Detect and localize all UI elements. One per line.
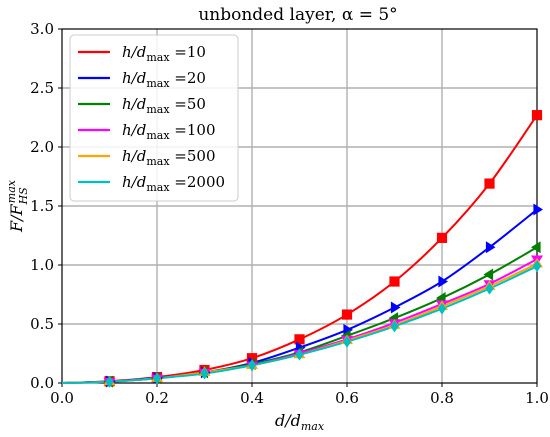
legend-entry: h/dmax =2000 <box>122 173 225 194</box>
data-point-50 <box>483 268 494 281</box>
y-tick-label: 0.5 <box>30 315 54 333</box>
data-point-2000 <box>390 320 399 333</box>
series-markers <box>103 110 543 388</box>
grid <box>62 29 537 383</box>
chart-title: unbonded layer, α = 5° <box>198 5 397 25</box>
data-point-20 <box>390 301 401 314</box>
data-point-2000 <box>152 372 162 385</box>
y-tick-label: 3.0 <box>30 20 54 38</box>
x-axis-label: d/dmax <box>275 411 325 433</box>
axes: 0.0 0.2 0.4 0.6 0.8 1.0 0.0 0.5 1.0 1.5 2.0 2.5 3.0 <box>30 20 549 407</box>
data-point-20 <box>438 275 448 288</box>
data-point-2000 <box>342 335 352 348</box>
x-tick-label: 0.2 <box>145 389 169 407</box>
data-point-20 <box>485 241 496 254</box>
data-point-2000 <box>295 348 304 361</box>
data-point-10 <box>341 309 353 320</box>
data-point-2000 <box>437 302 447 315</box>
data-point-10 <box>531 110 543 121</box>
series-line-100 <box>61 258 538 384</box>
x-tick-label: 0.8 <box>430 389 454 407</box>
data-point-2000 <box>200 367 209 380</box>
data-point-10 <box>389 276 400 287</box>
data-point-20 <box>533 203 543 216</box>
legend-entry: h/dmax =20 <box>122 69 206 90</box>
x-tick-label: 1.0 <box>525 389 549 407</box>
data-point-10 <box>294 334 305 345</box>
y-tick-label: 2.0 <box>30 138 54 156</box>
series-line-50 <box>61 246 538 384</box>
data-point-10 <box>484 178 495 189</box>
data-point-10 <box>436 232 448 243</box>
y-axis-label: F/FHSmax <box>5 179 30 233</box>
x-tick-label: 0.4 <box>240 389 264 407</box>
legend-entry: h/dmax =50 <box>122 95 206 116</box>
y-tick-label: 1.0 <box>30 256 54 274</box>
data-point-10 <box>246 353 258 364</box>
data-point-2000 <box>532 260 542 273</box>
legend-entry: h/dmax =10 <box>122 43 206 64</box>
y-tick-label: 1.5 <box>30 197 54 215</box>
y-tick-label: 0.0 <box>30 374 54 392</box>
y-tick-label: 2.5 <box>30 79 54 97</box>
legend-box <box>69 34 239 202</box>
axis-labels: d/dmax F/FHSmax <box>5 179 325 433</box>
data-point-2000 <box>105 375 114 388</box>
legend-entry: h/dmax =100 <box>122 121 216 142</box>
data-point-2000 <box>247 359 257 372</box>
data-point-2000 <box>485 282 494 295</box>
legend: h/dmax =10 h/dmax =20 h/dmax =50 h/dmax =10… <box>69 34 239 202</box>
x-tick-label: 0.6 <box>335 389 359 407</box>
legend-entry: h/dmax =500 <box>122 147 216 168</box>
data-point-50 <box>531 241 541 254</box>
x-tick-label: 0.0 <box>50 389 74 407</box>
